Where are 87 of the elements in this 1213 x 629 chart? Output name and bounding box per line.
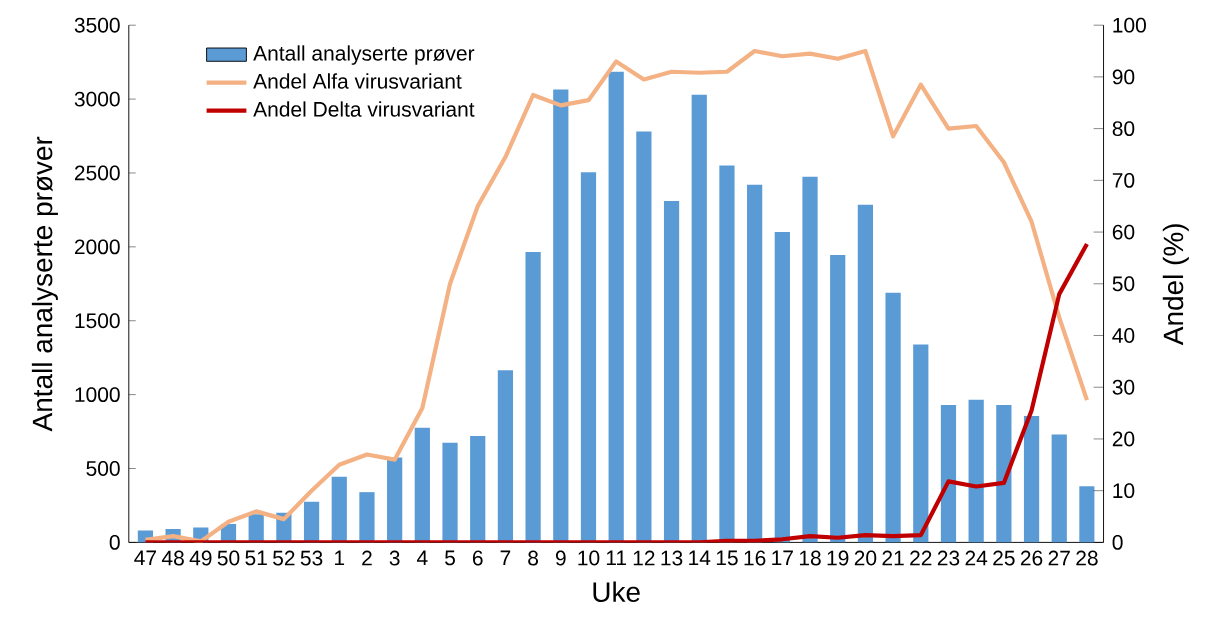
x-tick-label: 1: [335, 550, 345, 566]
bar: [1079, 486, 1095, 543]
y2-tick-label: 10: [1113, 483, 1135, 499]
y2-tick-label: 70: [1112, 173, 1135, 188]
y-tick-label: 3500: [74, 17, 120, 33]
legend-label: Antall analyserte prøver: [253, 45, 475, 66]
bar: [1023, 416, 1040, 543]
bar: [691, 94, 707, 543]
bar: [525, 252, 541, 543]
x-tick-label: 20: [854, 550, 877, 566]
bar: [636, 131, 652, 543]
y2-tick-label: 60: [1112, 224, 1135, 240]
y-tick-label: 500: [86, 461, 120, 477]
x-tick-label: 17: [772, 550, 793, 566]
y2-tick-label: 40: [1112, 328, 1135, 344]
bar: [940, 405, 957, 543]
x-tick-label: 27: [1048, 550, 1070, 566]
y2-tick-label: 50: [1112, 276, 1135, 292]
x-tick-label: 53: [300, 550, 323, 566]
x-axis-title: Uke: [593, 581, 640, 603]
x-tick-label: 6: [472, 550, 483, 566]
x-tick-label: 48: [161, 550, 184, 566]
bar: [470, 436, 486, 543]
bar: [442, 442, 458, 543]
x-tick-label: 3: [389, 550, 400, 566]
bar: [331, 476, 347, 543]
x-tick-label: 21: [882, 550, 904, 566]
x-tick-label: 22: [910, 550, 932, 566]
x-tick-label: 11: [606, 550, 627, 566]
bar: [497, 370, 514, 543]
x-tick-label: 26: [1020, 550, 1043, 566]
bar: [387, 457, 403, 543]
bar: [414, 428, 430, 543]
y2-tick-label: 0: [1112, 535, 1123, 551]
x-tick-label: 2: [362, 550, 372, 566]
y2-tick-label: 90: [1112, 69, 1135, 85]
x-tick-label: 50: [217, 550, 240, 566]
bar: [968, 400, 984, 543]
y-tick-label: 0: [109, 535, 120, 551]
bar: [857, 204, 874, 543]
y-tick-label: 1000: [75, 387, 120, 403]
legend-label: Andel Delta virusvariant: [253, 101, 475, 117]
bar: [608, 71, 624, 543]
x-tick-label: 52: [273, 550, 295, 566]
x-tick-label: 8: [528, 550, 539, 566]
legend-label: Andel Alfa virusvariant: [253, 73, 462, 89]
x-tick-label: 19: [827, 550, 849, 566]
y2-tick-label: 100: [1113, 17, 1146, 33]
y2-axis-title: Andel (%): [1162, 224, 1189, 346]
y-axis-title: Antall analyserte prøver: [31, 136, 58, 432]
x-tick-label: 15: [716, 550, 738, 566]
bar: [1051, 434, 1067, 543]
bar: [580, 172, 597, 543]
bar: [553, 89, 569, 543]
bar: [913, 344, 929, 543]
bar: [663, 201, 680, 543]
bar: [359, 492, 375, 543]
x-tick-label: 25: [993, 550, 1015, 566]
x-tick-label: 47: [134, 550, 157, 566]
bar: [802, 176, 818, 543]
x-tick-label: 12: [633, 550, 655, 566]
x-tick-label: 10: [578, 550, 600, 566]
y-tick-label: 1500: [75, 313, 120, 329]
bar: [774, 232, 790, 543]
x-tick-label: 16: [744, 550, 766, 566]
x-tick-label: 9: [555, 550, 566, 566]
y2-tick-label: 80: [1112, 121, 1135, 137]
bar: [885, 292, 901, 543]
x-tick-label: 51: [245, 550, 267, 566]
x-tick-label: 24: [965, 550, 988, 566]
x-tick-label: 5: [445, 550, 455, 566]
x-tick-label: 28: [1076, 550, 1098, 566]
x-tick-label: 23: [937, 550, 960, 566]
bar: [996, 405, 1012, 543]
bar: [303, 501, 320, 543]
x-tick-label: 14: [689, 550, 711, 566]
x-tick-label: 7: [500, 550, 511, 566]
y-tick-label: 3000: [74, 91, 120, 107]
y2-tick-label: 20: [1112, 431, 1135, 447]
y-tick-label: 2500: [74, 165, 120, 181]
x-tick-label: 18: [799, 550, 821, 566]
y-tick-label: 2000: [74, 239, 120, 255]
y2-tick-label: 30: [1112, 380, 1135, 395]
x-tick-label: 13: [661, 550, 683, 566]
bar: [830, 255, 846, 543]
x-tick-label: 49: [189, 550, 212, 566]
x-tick-label: 4: [416, 550, 428, 566]
